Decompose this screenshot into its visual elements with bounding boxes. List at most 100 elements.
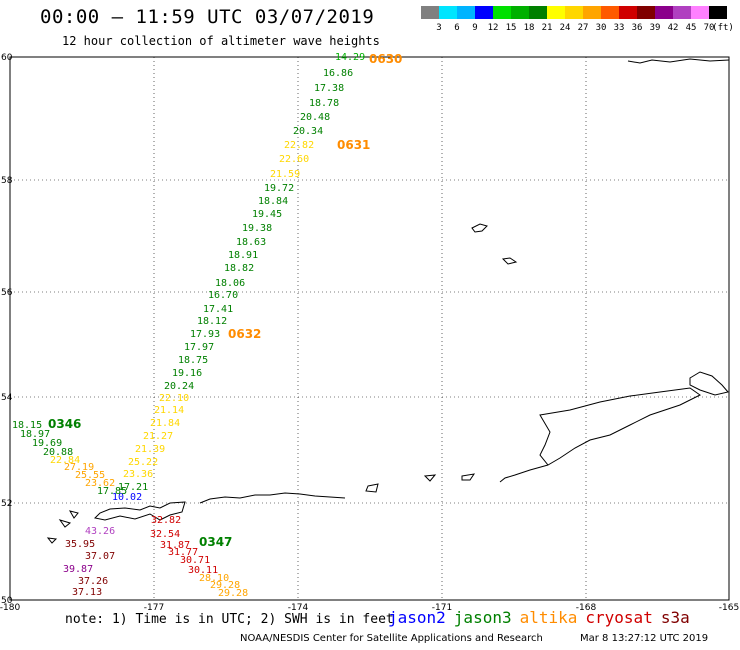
wave-height-value: 30.11 [188, 565, 218, 576]
wave-height-value: 22.84 [50, 455, 80, 466]
colorbar-label: 15 [505, 23, 517, 33]
wave-height-value: 18.82 [224, 263, 254, 274]
colorbar-label: 12 [487, 23, 499, 33]
wave-height-value: 18.63 [236, 237, 266, 248]
colorbar-swatch [655, 6, 673, 19]
graticule [10, 57, 729, 600]
wave-height-value: 29.28 [218, 588, 248, 599]
wave-height-value: 19.72 [264, 183, 294, 194]
colorbar-label: 45 [685, 23, 697, 33]
colorbar-swatch [565, 6, 583, 19]
colorbar-swatch [511, 6, 529, 19]
colorbar-swatch [439, 6, 457, 19]
wave-height-value: 25.55 [75, 470, 105, 481]
colorbar-swatch [421, 6, 439, 19]
wave-height-value: 18.84 [258, 196, 288, 207]
wave-height-value: 17.93 [190, 329, 220, 340]
wave-height-value: 19.69 [32, 438, 62, 449]
wave-height-value: 20.24 [164, 381, 194, 392]
wave-height-value: 35.95 [65, 539, 95, 550]
pass-label: 0347 [199, 535, 232, 549]
footer-timestamp: Mar 8 13:27:12 UTC 2019 [580, 633, 709, 644]
lat-tick-label: 60 [1, 53, 13, 63]
wave-height-value: 18.97 [20, 429, 50, 440]
wave-height-value: 18.78 [309, 98, 339, 109]
legend-item-cryosat: cryosat [585, 608, 653, 627]
pass-label: 0346 [48, 417, 81, 431]
wave-height-value: 17.85 [97, 486, 127, 497]
wave-height-value: 20.34 [293, 126, 323, 137]
wave-height-value: 16.86 [323, 68, 353, 79]
lat-tick-label: 52 [1, 499, 12, 509]
wave-height-value: 10.02 [112, 492, 142, 503]
colorbar-swatch [601, 6, 619, 19]
wave-height-value: 18.75 [178, 355, 208, 366]
wave-height-value: 27.19 [64, 462, 94, 473]
colorbar-label: 3 [436, 23, 442, 33]
wave-height-value: 19.38 [242, 223, 272, 234]
lon-tick-label: -174 [288, 603, 309, 613]
wave-height-value: 18.12 [197, 316, 227, 327]
wave-height-value: 43.26 [85, 526, 115, 537]
wave-height-value: 29.28 [210, 580, 240, 591]
wave-height-value: 18.15 [12, 420, 42, 431]
wave-height-value: 21.14 [154, 405, 184, 416]
legend-item-jason3: jason3 [453, 608, 512, 627]
wave-height-value: 25.22 [128, 457, 158, 468]
wave-height-value: 19.45 [252, 209, 282, 220]
wave-height-value: 21.27 [143, 431, 173, 442]
lat-tick-label: 58 [1, 176, 13, 186]
wave-height-value: 17.38 [314, 83, 344, 94]
footer-credit: NOAA/NESDIS Center for Satellite Applica… [240, 633, 543, 644]
wave-height-value: 21.39 [135, 444, 165, 455]
wave-height-value: 28.10 [199, 573, 229, 584]
coastline [46, 58, 730, 544]
wave-height-value: 17.97 [184, 342, 214, 353]
wave-height-value: 17.21 [118, 482, 148, 493]
pass-label: 0630 [369, 52, 402, 66]
colorbar-swatch [673, 6, 691, 19]
colorbar-swatch [529, 6, 547, 19]
colorbar-label: 27 [577, 23, 589, 33]
colorbar-label: 42 [667, 23, 679, 33]
colorbar-label: 18 [523, 23, 535, 33]
wave-height-value: 39.87 [63, 564, 93, 575]
wave-height-value: 32.82 [151, 515, 181, 526]
pass-labels: 0630 0631 0632 0346 0347 [48, 52, 402, 549]
lat-tick-label: 54 [1, 393, 13, 403]
colorbar-swatch [637, 6, 655, 19]
colorbar-swatch [619, 6, 637, 19]
legend-item-altika: altika [519, 608, 578, 627]
pass-label: 0632 [228, 327, 261, 341]
pass-label: 0631 [337, 138, 370, 152]
wave-height-value: 19.16 [172, 368, 202, 379]
map-title: 00:00 — 11:59 UTC 03/07/2019 [40, 6, 375, 28]
footer-note: note: 1) Time is in UTC; 2) SWH is in fe… [65, 612, 394, 627]
colorbar-swatch [547, 6, 565, 19]
wave-height-value: 23.62 [85, 478, 115, 489]
wave-height-value: 17.41 [203, 304, 233, 315]
colorbar-swatch [709, 6, 727, 19]
lat-tick-label: 56 [1, 288, 13, 298]
colorbar-label: 24 [559, 23, 571, 33]
lon-tick-label: -165 [719, 603, 739, 613]
colorbar-label: 9 [472, 23, 478, 33]
colorbar-label: 21 [541, 23, 553, 33]
wave-height-value: 20.48 [300, 112, 330, 123]
wave-height-value: 37.07 [85, 551, 115, 562]
wave-height-value: 18.06 [215, 278, 245, 289]
colorbar-label: 33 [613, 23, 625, 33]
colorbar-label: 39 [649, 23, 661, 33]
wave-height-value: 21.84 [150, 418, 180, 429]
wave-height-value: 21.59 [270, 169, 300, 180]
colorbar-swatch [475, 6, 493, 19]
lon-tick-label: -168 [576, 603, 597, 613]
wave-height-value: 22.82 [284, 140, 314, 151]
wave-height-value: 23.36 [123, 469, 153, 480]
map-frame [9, 56, 730, 601]
axis-tick-labels: -180 -177 -174 -171 -168 -165 60 58 56 54 52 50 [0, 53, 739, 613]
legend-item-jason2: jason2 [388, 608, 446, 627]
colorbar-label: 36 [631, 23, 643, 33]
map-subtitle: 12 hour collection of altimeter wave hei… [62, 34, 380, 48]
